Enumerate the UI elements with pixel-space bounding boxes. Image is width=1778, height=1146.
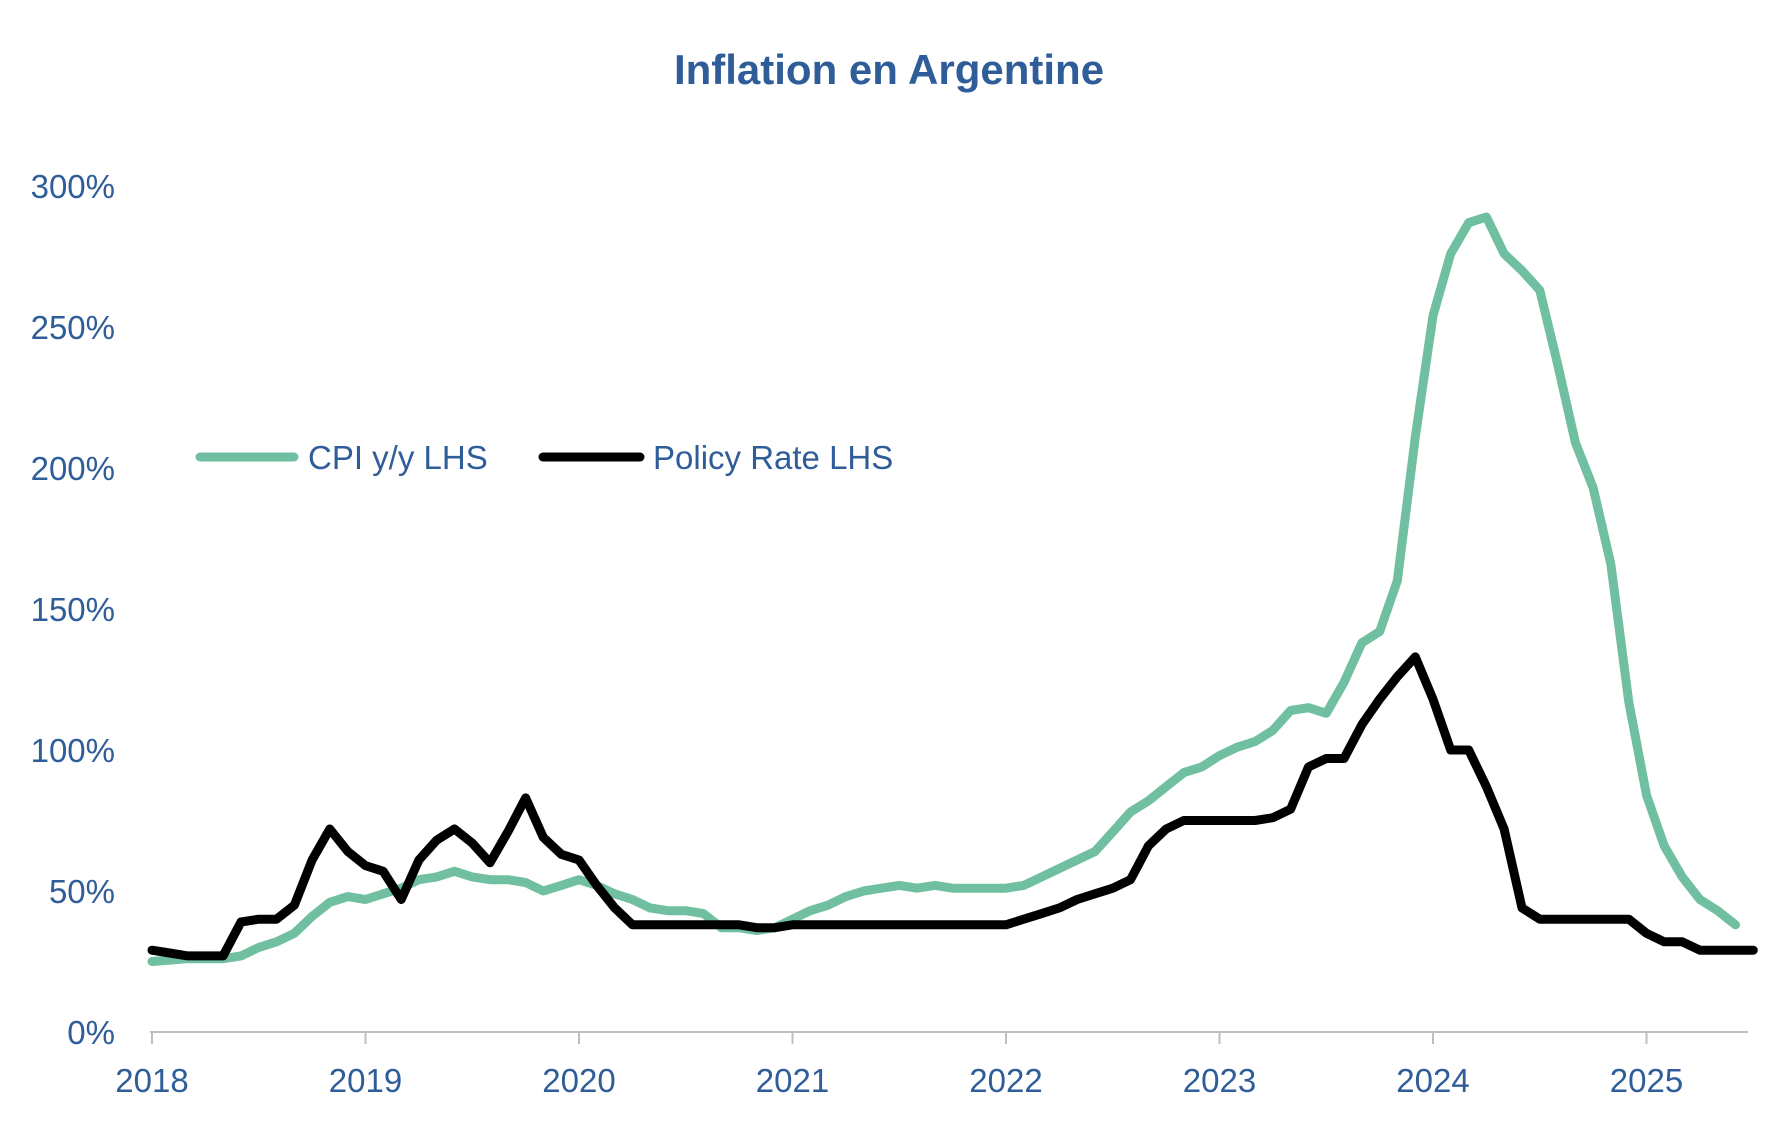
y-tick-label: 250% <box>31 309 115 346</box>
x-axis-ticks: 2018 2019 2020 2021 2022 2023 2024 2025 <box>115 1032 1683 1099</box>
y-tick-label: 150% <box>31 591 115 628</box>
y-tick-label: 300% <box>31 168 115 205</box>
x-tick-label: 2025 <box>1610 1062 1683 1099</box>
series-line-cpi <box>147 212 1740 966</box>
y-axis-ticks: 0% 50% 100% 150% 200% 250% 300% <box>31 168 115 1051</box>
y-tick-label: 100% <box>31 732 115 769</box>
x-tick-label: 2024 <box>1396 1062 1469 1099</box>
legend: CPI y/y LHS Policy Rate LHS <box>195 439 893 476</box>
series-layer <box>147 212 1758 966</box>
x-tick-label: 2018 <box>115 1062 188 1099</box>
x-tick-label: 2023 <box>1183 1062 1256 1099</box>
series-line-policy-rate <box>147 652 1758 961</box>
x-tick-label: 2022 <box>969 1062 1042 1099</box>
y-tick-label: 0% <box>67 1014 115 1051</box>
legend-label-cpi: CPI y/y LHS <box>308 439 488 476</box>
x-tick-label: 2020 <box>542 1062 615 1099</box>
y-tick-label: 200% <box>31 450 115 487</box>
x-tick-label: 2019 <box>329 1062 402 1099</box>
legend-label-policy-rate: Policy Rate LHS <box>653 439 893 476</box>
x-tick-label: 2021 <box>756 1062 829 1099</box>
y-tick-label: 50% <box>49 873 115 910</box>
chart-title: Inflation en Argentine <box>674 46 1104 93</box>
